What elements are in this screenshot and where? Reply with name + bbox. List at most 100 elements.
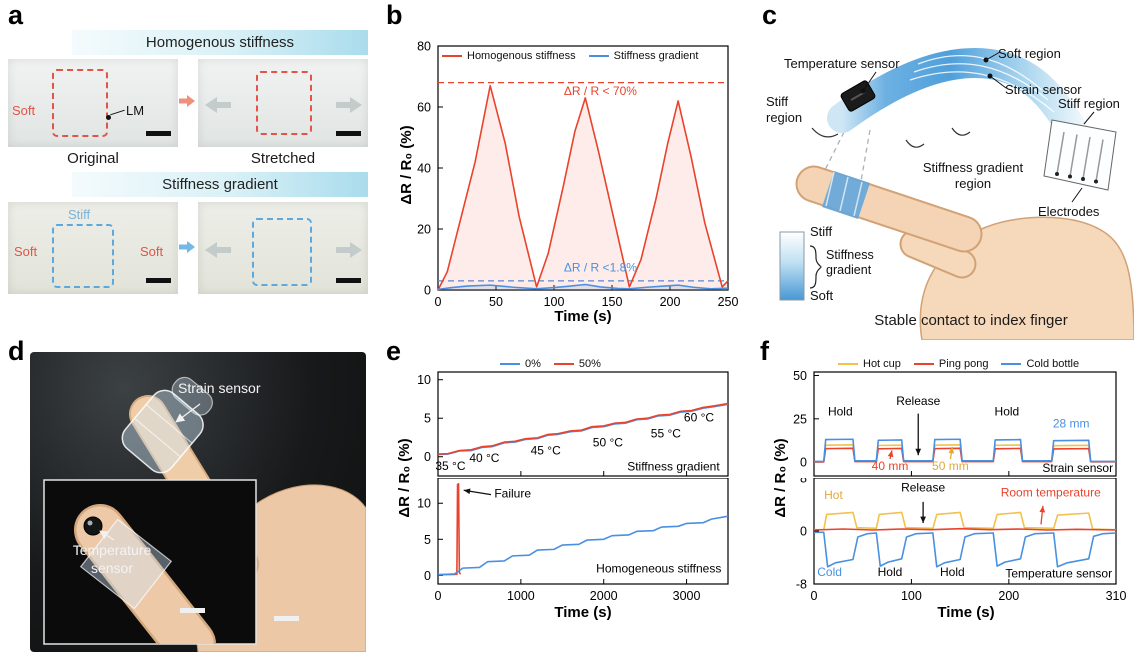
stretch-arrow-right-icon [336, 97, 362, 113]
y-tick-label: 8 [800, 478, 807, 486]
x-axis-label-f: Time (s) [937, 604, 995, 621]
section-header-gradient-text: Stiffness gradient [162, 176, 278, 193]
label-strain-sensor-d: Strain sensor [178, 380, 261, 396]
x-tick-label: 200 [998, 589, 1019, 603]
panel-letter-c: c [762, 0, 778, 30]
stiffness-gradient-bar [779, 231, 805, 301]
annotation: 40 mm [872, 459, 909, 473]
leader-dots [860, 57, 993, 94]
plot-frame [437, 371, 729, 477]
annotation-arrowhead [915, 448, 922, 456]
legend-swatch [838, 363, 858, 365]
label-bar-gradient: Stiffness gradient [826, 248, 874, 277]
panel-letter-b: b [386, 0, 403, 30]
series-fill [438, 85, 728, 291]
legend-item: 0% [500, 358, 541, 370]
series-50- [438, 482, 462, 576]
legend-label: Ping pong [938, 358, 989, 370]
stiff-region-box [252, 218, 312, 286]
x-tick-label: 0 [811, 589, 818, 603]
x-tick-label: 1000 [507, 589, 535, 603]
series-cold-bottle [814, 438, 1116, 463]
device-illustration [779, 48, 1134, 340]
legend-swatch [442, 55, 462, 57]
sensor-band [827, 48, 1097, 161]
lm-region-box [52, 69, 108, 137]
legend-item: Homogenous stiffness [442, 50, 576, 62]
annotation: Release [896, 394, 940, 408]
y-tick-label: 0 [800, 456, 807, 470]
label-stiff-region-right: Stiff region [1058, 96, 1120, 111]
photo-gradient-original: Stiff Soft Soft [8, 202, 178, 294]
annotation: 28 mm [1053, 416, 1090, 430]
legend-swatch [1001, 363, 1022, 365]
legend-swatch [500, 363, 520, 365]
series-homogenous-stiffness [437, 84, 729, 291]
label-bar-soft: Soft [810, 288, 834, 303]
annotation-arrowhead [1039, 505, 1046, 513]
y-tick-label: 0 [800, 525, 807, 539]
arrow-right-blue-icon [179, 241, 195, 253]
annotation: 40 °C [469, 451, 499, 465]
legend-label: 0% [525, 358, 541, 370]
panel-letter-e: e [386, 336, 402, 366]
inset-content [74, 504, 216, 644]
annotation: 50 mm [932, 459, 969, 473]
panel-letter-f: f [760, 336, 769, 366]
label-stiff-region-left: Stiff region [766, 94, 803, 125]
photo-gradient-stretched [198, 202, 368, 294]
scale-bar [146, 278, 171, 283]
x-tick-label: 100 [544, 295, 565, 309]
stiff-region-box [52, 224, 114, 288]
electrode-lines [1056, 131, 1104, 182]
gradient-region-bracket [905, 139, 925, 148]
photo-homogenous-original: Soft LM [8, 59, 178, 147]
annotation: Temperature sensor [1005, 566, 1112, 580]
label-strain-sensor: Strain sensor [1005, 82, 1082, 97]
chart-strain-comparison: 0 50 100 150 200 250 0 20 40 60 80 ΔR / R < 70% ΔR /… [417, 40, 738, 310]
annotation: 45 °C [531, 443, 561, 457]
label-soft-region: Soft region [998, 46, 1061, 61]
annotation: Homogeneous stiffness [596, 561, 721, 575]
section-header-homogenous: Homogenous stiffness [72, 30, 368, 55]
chart-grasp-temperature: 0 100 200 310 -8 0 8 Hot Release Room temperature… [796, 478, 1126, 603]
series-ping-pong [813, 527, 1117, 531]
legend-swatch [588, 55, 609, 57]
y-axis-label-f: ΔR / R₀ (%) [772, 438, 789, 518]
annotation-arrowhead [463, 488, 471, 495]
y-tick-label: 80 [417, 40, 431, 54]
legend-item: 50% [553, 358, 601, 370]
chart-f-legend: Hot cup Ping pong Cold bottle [838, 358, 1079, 370]
scale-bar [146, 131, 171, 136]
panel-letter-d: d [8, 336, 25, 366]
x-axis-label-b: Time (s) [554, 308, 612, 325]
temp-label-arrow [99, 530, 115, 541]
stretch-arrow-left-icon [205, 97, 231, 113]
label-gradient-region: Stiffness gradient region [922, 160, 1024, 191]
legend-label: 50% [578, 358, 601, 370]
annotation: Room temperature [1001, 486, 1101, 500]
chart-homogeneous-temperature: 0 1000 2000 3000 0 5 10 Failure Homogeneous stif… [417, 478, 729, 603]
caption-stretched: Stretched [250, 150, 316, 167]
y-tick-label: -8 [796, 578, 807, 592]
strain-trace [913, 63, 1049, 101]
annotation: Hold [878, 565, 903, 579]
legend-item: Stiffness gradient [588, 50, 698, 62]
panel-letter-a: a [8, 0, 24, 30]
chart-b-legend: Homogenous stiffness Stiffness gradient [442, 50, 698, 62]
soft-label: Soft [12, 103, 36, 118]
arrow-right-red-icon [179, 95, 195, 107]
label-electrodes: Electrodes [1038, 204, 1100, 219]
caption-original: Original [67, 150, 119, 167]
lm-region-box [256, 71, 312, 135]
y-tick-label: 25 [793, 412, 807, 426]
annotation: Hot [824, 488, 843, 502]
x-tick-label: 100 [901, 589, 922, 603]
chart-grasp-strain: 0 25 50 Hold Release Hold 28 mm 40 mm 50 mm Strai… [793, 369, 1117, 477]
scale-bar [274, 616, 299, 621]
annotation: 55 °C [651, 426, 681, 440]
leader-lines [862, 51, 1095, 203]
lm-pointer-dot [106, 115, 111, 120]
y-tick-label: 5 [424, 533, 431, 547]
